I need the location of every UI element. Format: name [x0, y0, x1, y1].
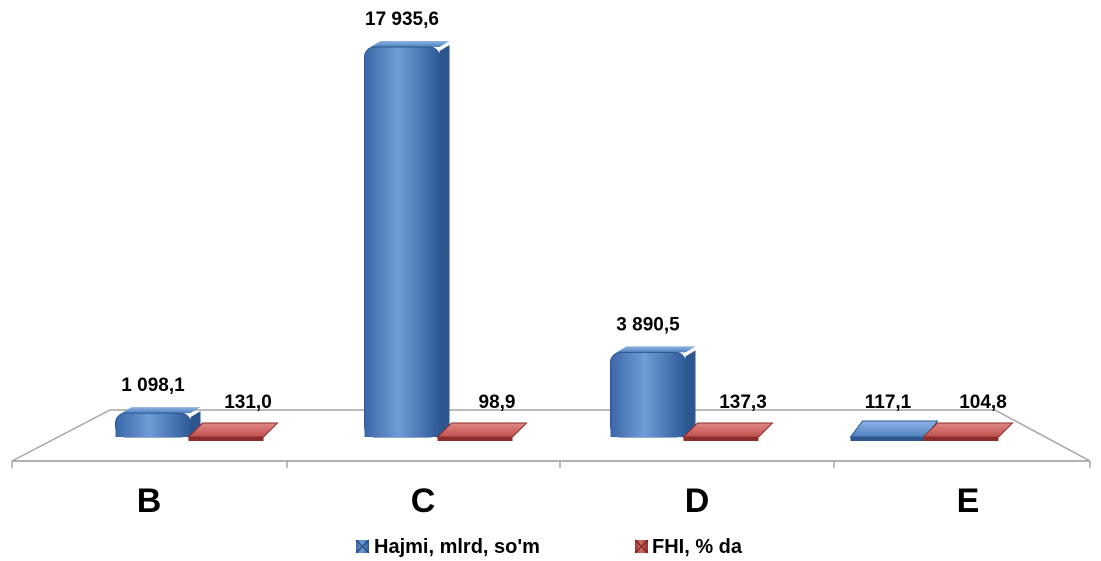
bar-top-face	[436, 422, 528, 438]
bar-front-face	[610, 351, 686, 438]
bar-top-face	[370, 41, 450, 47]
x-tick-label: E	[957, 482, 980, 520]
bar-side-face	[685, 350, 696, 437]
data-label: 137,3	[719, 392, 767, 413]
x-tick-label: D	[685, 482, 710, 520]
legend-swatch-mark	[355, 539, 370, 554]
bar-front-face	[683, 437, 759, 441]
legend: Hajmi, mlrd, so'm FHI, % da	[355, 536, 743, 558]
data-label: 98,9	[479, 392, 516, 413]
bar-fhi-E	[922, 422, 1014, 441]
bar-front-face	[188, 437, 264, 441]
bar-front-base	[364, 425, 440, 437]
x-tick-label: B	[137, 482, 162, 520]
bar-side-face	[439, 45, 450, 437]
bar-top-face	[682, 422, 774, 438]
bar-top-face	[121, 407, 201, 414]
bars-group: 1 098,1 17 935,6 3 890,5 117,1 131,0 98,9 137,…	[115, 9, 1014, 441]
data-label: 104,8	[959, 392, 1007, 413]
bar-hajmi-E	[849, 420, 939, 441]
legend-label-hajmi: Hajmi, mlrd, so'm	[374, 536, 540, 558]
data-label: 1 098,1	[121, 375, 185, 396]
data-label: 3 890,5	[616, 314, 680, 335]
bar-fhi-D	[682, 422, 774, 441]
legend-label-fhi: FHI, % da	[652, 536, 743, 558]
bar-front-face	[850, 437, 926, 441]
bar-front-face	[364, 46, 440, 438]
bar-top-face	[922, 422, 1014, 438]
bar-top-face	[849, 420, 939, 438]
data-label: 17 935,6	[365, 9, 439, 30]
data-label: 117,1	[865, 392, 912, 413]
bar-front-face	[437, 437, 513, 441]
bar-fhi-C	[436, 422, 528, 441]
bar-top-face	[187, 422, 279, 438]
bar-fhi-B	[187, 422, 279, 441]
data-label: 131,0	[224, 392, 272, 413]
bar-front-base	[115, 425, 191, 437]
bar-front-face	[923, 437, 999, 441]
x-tick-label: C	[411, 482, 436, 520]
bar-top-face	[616, 346, 696, 353]
bar-front-base	[610, 425, 686, 437]
bar-hajmi-C	[364, 41, 450, 438]
bar-hajmi-B	[115, 407, 201, 438]
bar-hajmi-D	[610, 346, 696, 438]
legend-swatch-mark	[634, 539, 649, 554]
